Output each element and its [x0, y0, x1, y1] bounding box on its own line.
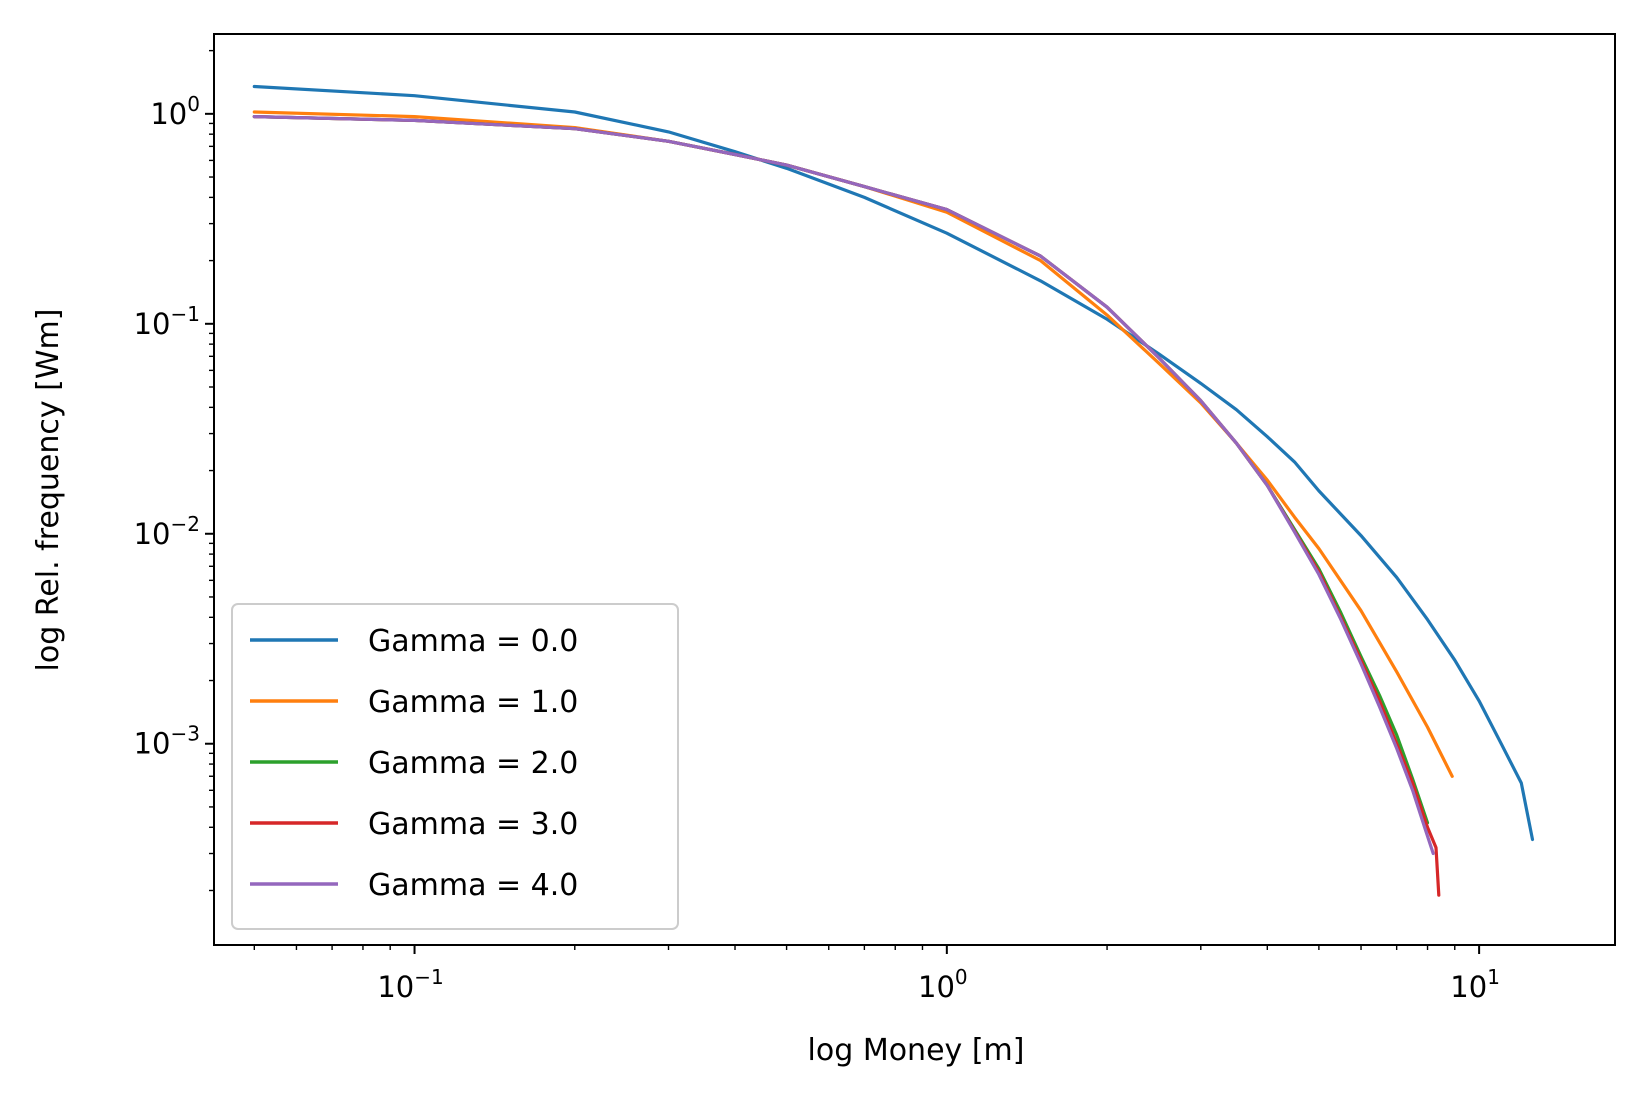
- y-tick-label: 10−3: [134, 722, 200, 761]
- legend: Gamma = 0.0 Gamma = 1.0 Gamma = 2.0 Gamma =…: [231, 603, 679, 930]
- x-tick-label: 10−1: [377, 965, 443, 1004]
- y-tick-label: 10−2: [134, 512, 200, 551]
- axes-frame: [213, 33, 1616, 946]
- plot-area: [252, 84, 1535, 897]
- x-tick-label: 100: [918, 965, 968, 1004]
- legend-label-4: Gamma = 4.0: [368, 868, 578, 903]
- legend-box: [231, 603, 679, 930]
- y-tick-label: 10−1: [134, 302, 200, 341]
- legend-label-1: Gamma = 1.0: [368, 685, 578, 720]
- legend-label-2: Gamma = 2.0: [368, 746, 578, 781]
- series-line-4: [252, 114, 1435, 856]
- x-tick-label: 101: [1450, 965, 1500, 1004]
- legend-label-3: Gamma = 3.0: [368, 807, 578, 842]
- legend-label-0: Gamma = 0.0: [368, 624, 578, 659]
- series-line-0: [252, 84, 1535, 842]
- x-axis-label: log Money [m]: [808, 1033, 1025, 1068]
- y-tick-label: 100: [150, 92, 200, 131]
- major-ticks: 10−1 100 101 100 10−1 10−2 10−3: [134, 92, 1500, 1004]
- y-axis-label: log Rel. frequency [Wm]: [31, 309, 66, 672]
